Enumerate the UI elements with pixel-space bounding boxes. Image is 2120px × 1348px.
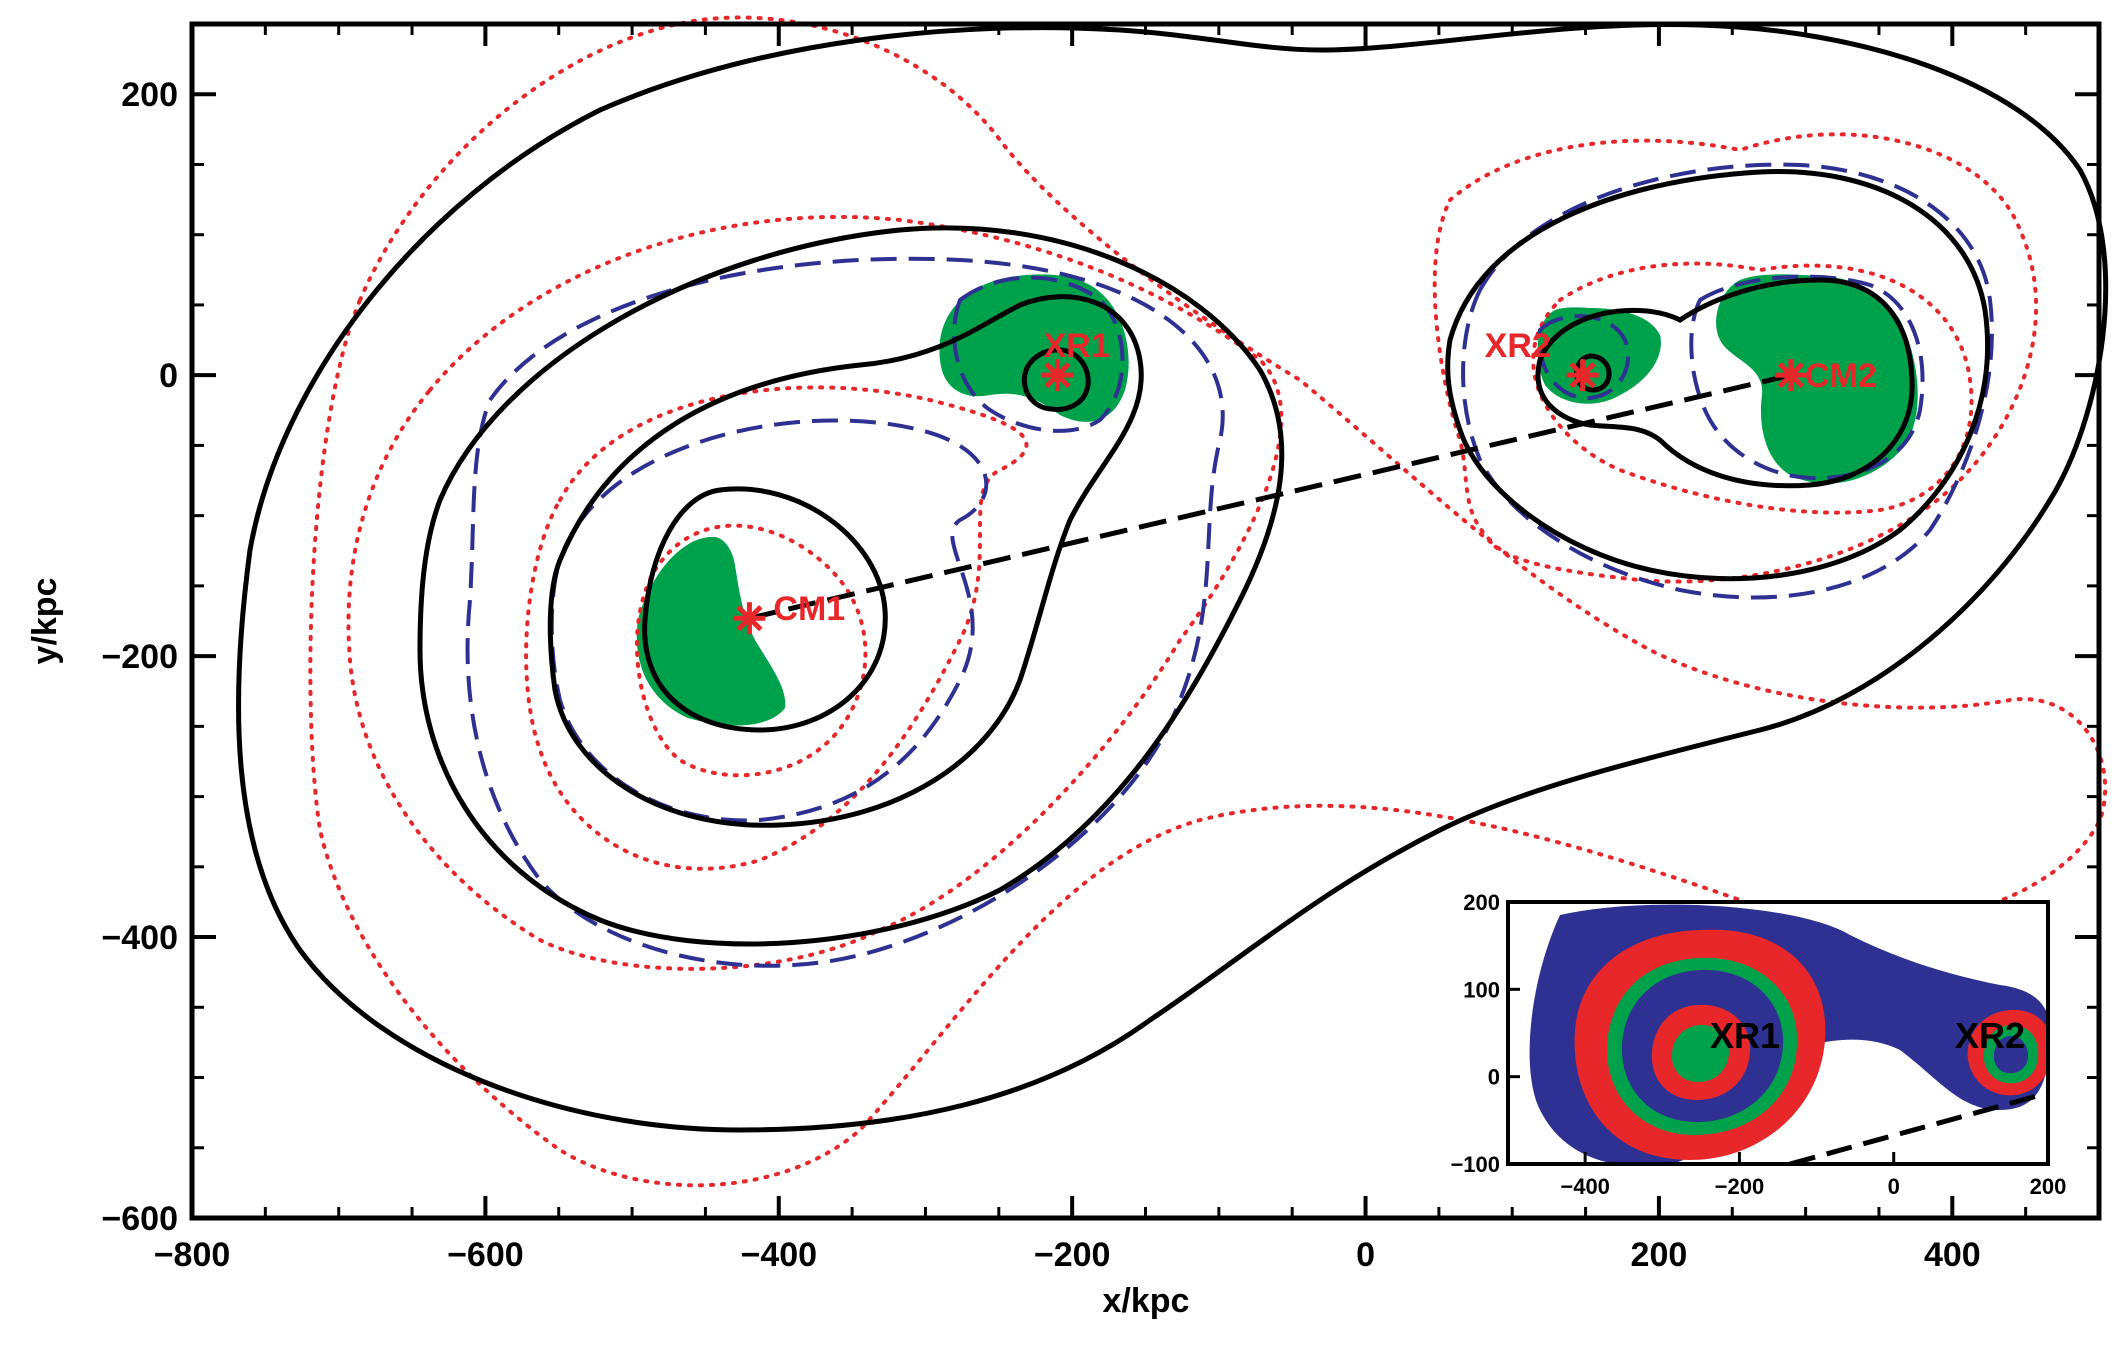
point-markers: CM1 XR1 XR2 CM2 [733,327,1877,635]
marker-cm1 [733,602,766,635]
inset-label-xr1: XR1 [1710,1015,1780,1056]
inset-x-tick-label: −400 [1560,1174,1610,1199]
red-contour-outer-left [346,215,1284,971]
black-contour-outer-left [417,225,1285,947]
red-contour-right-inner [1531,261,1974,515]
x-tick-label: −200 [1034,1236,1111,1274]
label-cm1: CM1 [773,590,845,628]
main-plot: CM1 XR1 XR2 CM2 [236,15,2109,1188]
blue-contour-xr2 [1537,314,1631,401]
blue-contour-left [465,256,1225,968]
x-axis-ticks: −800 −600 −400 −200 0 200 400 [154,24,2101,1274]
red-contour-mid-left [524,385,1029,871]
inset-y-tick-label: 200 [1463,890,1500,915]
inset-y-tick-label: 0 [1488,1065,1500,1090]
inset-x-tick-label: 200 [2030,1174,2067,1199]
marker-xr2 [1566,359,1599,392]
inset-y-tick-label: −100 [1450,1152,1500,1177]
y-tick-label: −200 [101,638,178,676]
inset-x-ticks: −400 −200 0 200 [1560,1152,2066,1199]
red-contour-right-outer [1432,132,2039,584]
y-tick-label: −400 [101,919,178,957]
inset-x-tick-label: −200 [1715,1174,1765,1199]
inset-frame [1506,900,2050,1166]
blue-contour-xr1 [952,275,1125,433]
green-region-cm2 [1716,274,1918,484]
cm1-cm2-dashed-line [748,372,1792,621]
label-cm2: CM2 [1805,357,1877,395]
y-axis-ticks: 200 0 −200 −400 −600 [101,22,2099,1238]
x-tick-label: 0 [1356,1236,1375,1274]
inset-xr2-blue [1993,1036,2029,1074]
inset-dashed-line [1789,1090,2048,1164]
blue-contour-left-inner [549,418,989,823]
black-contour-right-outer [1445,169,1991,582]
label-xr2: XR2 [1485,327,1551,365]
x-tick-label: −800 [154,1236,231,1274]
inset-y-ticks: 200 100 0 −100 [1450,890,1520,1177]
y-tick-label: −600 [101,1200,178,1238]
inset-green-core [1671,1024,1730,1082]
inset-point-labels: XR1 XR2 [1710,1015,2025,1056]
red-contour-far-outer [308,15,2108,1188]
x-tick-label: −400 [740,1236,817,1274]
green-region-cm1 [636,536,786,726]
green-region-xr1 [939,274,1129,422]
red-contour-inner-cm1 [635,523,868,778]
x-tick-label: −600 [447,1236,524,1274]
y-tick-label: 200 [121,76,178,114]
black-contour-far-outer [236,21,2109,1133]
y-tick-label: 0 [159,357,178,395]
y-axis-title: y/kpc [26,578,64,665]
inset-label-xr2: XR2 [1955,1015,2025,1056]
inset-y-tick-label: 100 [1463,977,1500,1002]
black-contour-right-inner [1535,277,1915,489]
black-solid-contours [236,21,2109,1133]
blue-contour-cm2 [1689,274,1925,481]
inset-x-tick-label: 0 [1888,1174,1900,1199]
red-dotted-contours [308,15,2108,1188]
marker-xr1 [1041,359,1074,392]
marker-cm2 [1774,359,1807,392]
x-tick-label: 200 [1631,1236,1688,1274]
black-contour-cm1 [642,486,888,733]
black-contour-xr1-small [1021,347,1091,412]
x-tick-label: 400 [1924,1236,1981,1274]
black-contour-mid-left [547,294,1144,828]
green-regions [636,274,1918,726]
inset-plot: −400 −200 0 200 200 100 0 −100 XR1 XR2 [1450,890,2066,1199]
x-axis-title: x/kpc [1103,1282,1190,1320]
label-xr1: XR1 [1043,327,1109,365]
